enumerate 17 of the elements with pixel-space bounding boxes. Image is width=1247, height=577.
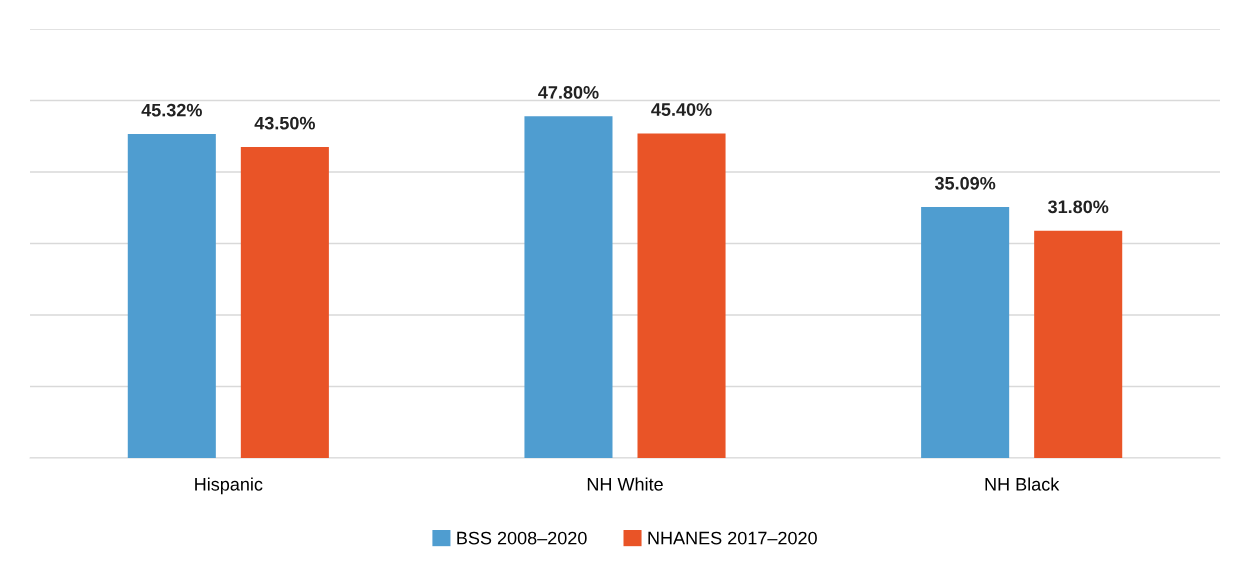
bar <box>1034 230 1123 458</box>
x-tick-label: Hispanic <box>195 477 263 495</box>
legend-label: NHANES 2017–2020 <box>648 531 817 545</box>
data-label: 35.09% <box>934 176 996 190</box>
data-label: 47.80% <box>538 85 599 99</box>
data-label: 45.32% <box>141 103 202 117</box>
x-tick-label: NH Black <box>985 477 1060 491</box>
data-label: 45.40% <box>651 103 712 116</box>
bar <box>637 133 726 458</box>
bar <box>524 116 613 458</box>
data-label: 43.50% <box>254 116 315 130</box>
data-label: 31.80% <box>1047 200 1109 214</box>
bar <box>127 133 216 458</box>
legend-label: BSS 2008–2020 <box>457 531 587 545</box>
bar <box>921 207 1010 458</box>
x-tick-label: NH White <box>587 477 663 491</box>
bar <box>240 146 329 458</box>
